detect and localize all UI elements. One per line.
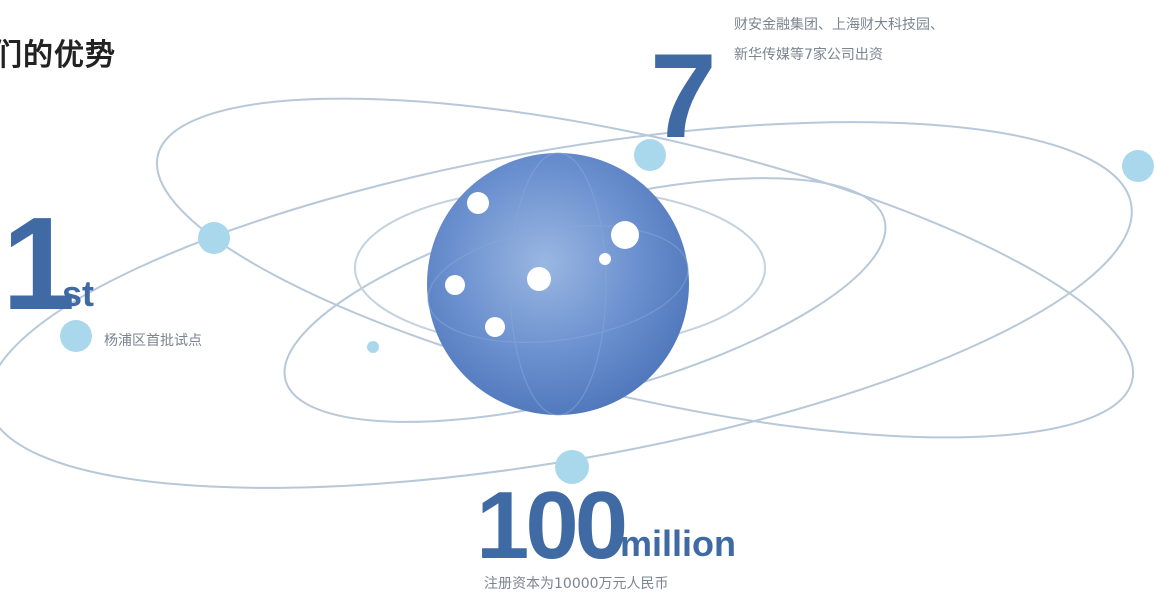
sphere-dot: [527, 267, 551, 291]
sphere-dot: [485, 317, 505, 337]
orbit-ring-outer: [0, 121, 1133, 489]
stat-first-value: 1: [2, 190, 75, 337]
stat-capital-suffix: million: [620, 523, 736, 564]
orbit-node: [634, 139, 666, 171]
orbit-node: [198, 222, 230, 254]
sphere-dot: [611, 221, 639, 249]
stat-seven-caption-line2: 新华传媒等7家公司出资: [734, 47, 883, 63]
central-sphere: [427, 153, 689, 415]
orbit-node: [555, 450, 589, 484]
orbit-node: [60, 320, 92, 352]
stat-capital-caption: 注册资本为10000万元人民币: [484, 576, 669, 592]
stat-first-suffix: st: [62, 273, 95, 314]
section-heading: 们的优势: [0, 38, 116, 73]
orbit-node: [1122, 150, 1154, 182]
stat-capital-value: 100: [476, 472, 628, 579]
orbit-node-small: [367, 341, 379, 353]
stat-first-caption: 杨浦区首批试点: [104, 333, 202, 349]
stat-seven-value: 7: [650, 29, 717, 163]
sphere-dot: [445, 275, 465, 295]
sphere-dot: [599, 253, 611, 265]
stat-seven-caption-line1: 财安金融集团、上海财大科技园、: [734, 17, 944, 33]
sphere-dot: [467, 192, 489, 214]
